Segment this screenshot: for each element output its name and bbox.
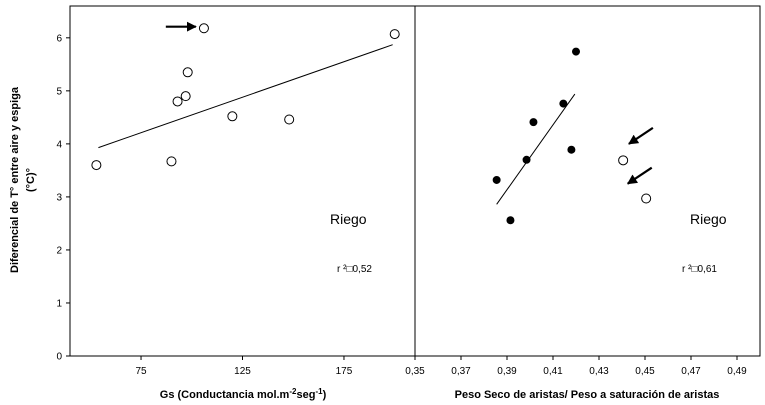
right-panel: 0,35 0,37 0,39 0,41 0,43 0,45 0,47 0,49 Riego r… [405,5,761,377]
data-point-open [166,156,177,167]
data-point-open [180,91,191,102]
pointer-arrow [626,166,653,185]
y-tick-label: 3 [56,192,62,203]
y-axis-title: Diferencial de T° entre aire y espiga [9,86,21,273]
y-tick-label: 6 [56,33,62,44]
right-points [492,47,652,225]
x-tick-label: 125 [234,366,251,377]
left-r-squared: r ²□0,52 [337,264,372,275]
data-point-open [618,155,629,166]
left-x-ticks: 75 125 175 [135,356,353,377]
x-tick-label: 0,47 [681,366,701,377]
x-tick-label: 75 [135,366,147,377]
x-tick-label: 175 [336,366,353,377]
data-point-filled [529,118,538,127]
left-trendline-group [98,44,393,149]
x-tick-label: 0,45 [635,366,655,377]
left-plot-frame [69,5,416,357]
data-point-open [172,96,183,107]
right-trendline-group [496,93,576,205]
data-point-open [227,111,238,122]
x-tick-label: 0,49 [727,366,747,377]
data-point-filled [492,175,501,184]
data-point-filled [559,99,568,108]
left-x-axis-title-main: Gs (Conductancia mol.m [160,389,290,401]
x-tick-label: 0,41 [543,366,563,377]
right-arrows [626,126,654,185]
x-tick-label: 0,43 [589,366,609,377]
y-axis-title-unit: (°C)° [25,168,37,192]
left-y-ticks: 0 1 2 3 4 5 6 [56,33,70,363]
data-point-open [182,67,193,78]
data-point-open [91,160,102,171]
data-point-filled [522,155,531,164]
left-points [91,23,400,171]
pointer-arrow [628,126,654,145]
left-trendline [98,44,393,149]
left-x-axis-title-sup1: -2 [289,387,297,396]
right-trendline [496,93,576,205]
y-tick-label: 1 [56,298,62,309]
data-point-open [198,23,209,34]
data-point-open [389,29,400,40]
right-x-axis-title: Peso Seco de aristas/ Peso a saturación … [455,389,720,401]
right-x-ticks: 0,35 0,37 0,39 0,41 0,43 0,45 0,47 0,49 [405,356,747,377]
y-tick-label: 0 [56,352,62,363]
data-point-filled [572,47,580,56]
left-annotation-riego: Riego [330,211,367,227]
y-tick-label: 5 [56,86,62,97]
data-point-open [641,193,652,204]
data-point-filled [567,145,576,154]
y-tick-label: 2 [56,245,62,256]
right-annotation-riego: Riego [690,211,727,227]
left-x-axis-title: Gs (Conductancia mol.m-2seg-1) [160,387,327,401]
x-tick-label: 0,37 [451,366,471,377]
x-tick-label: 0,39 [497,366,517,377]
data-point-filled [506,216,515,225]
data-point-open [284,114,295,125]
left-x-axis-title-mid: seg [296,389,315,401]
left-x-axis-title-sup2: -1 [315,387,323,396]
left-panel: 0 1 2 3 4 5 6 75 125 175 Riego r ²□0,52 [56,5,416,377]
right-plot-frame [414,5,761,357]
right-r-squared: r ²□0,61 [682,264,717,275]
y-tick-label: 4 [56,139,62,150]
left-x-axis-title-end: ) [323,389,327,401]
x-tick-label: 0,35 [405,366,425,377]
